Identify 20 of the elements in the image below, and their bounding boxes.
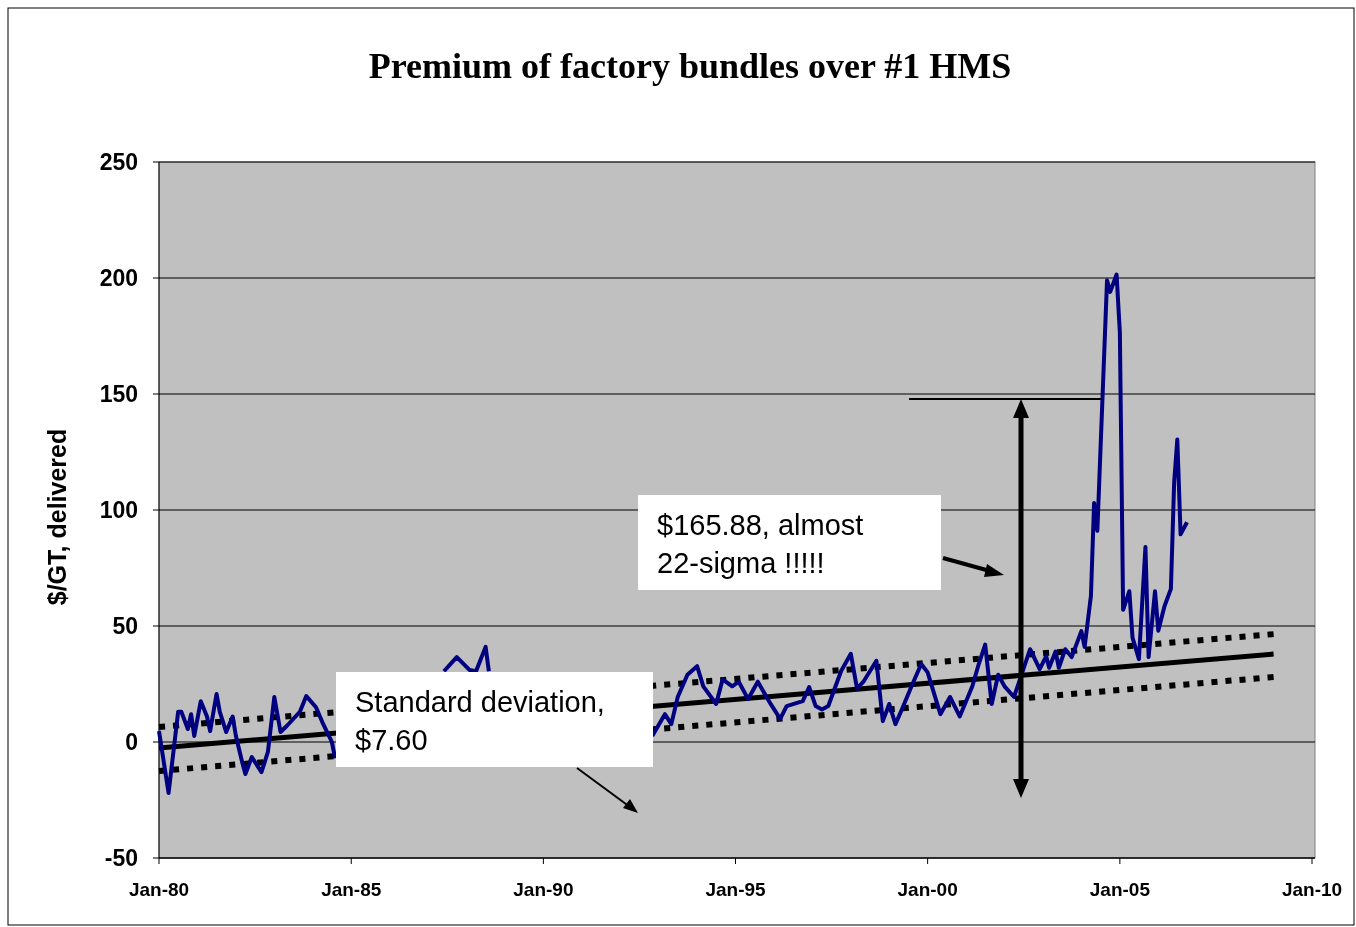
text-box: $165.88, almost 22-sigma !!!!! xyxy=(638,495,941,590)
x-tick-label: Jan-05 xyxy=(1089,879,1151,900)
y-tick-label: 100 xyxy=(99,497,138,524)
x-tick-label: Jan-10 xyxy=(1281,879,1343,900)
y-tick-label: 150 xyxy=(99,381,138,408)
y-tick-label: -50 xyxy=(104,845,138,872)
annotation: Standard deviation, $7.60 xyxy=(355,686,605,756)
x-tick-label: Jan-85 xyxy=(321,879,382,900)
x-tick-label: Jan-90 xyxy=(513,879,574,900)
y-axis-title: $/GT, delivered xyxy=(43,428,71,606)
annotation: $165.88, almost 22-sigma !!!!! xyxy=(657,509,864,579)
y-tick-label: 200 xyxy=(99,265,138,292)
x-tick-label: Jan-00 xyxy=(897,879,958,900)
y-tick-label: 50 xyxy=(112,613,138,640)
x-tick-label: Jan-80 xyxy=(128,879,190,900)
x-tick-label: Jan-95 xyxy=(705,879,767,900)
y-tick-label: 0 xyxy=(125,729,138,756)
chart-title: Premium of factory bundles over #1 HMS xyxy=(368,46,1012,86)
y-tick-label: 250 xyxy=(99,149,138,176)
text-box: Standard deviation, $7.60 xyxy=(336,672,653,767)
